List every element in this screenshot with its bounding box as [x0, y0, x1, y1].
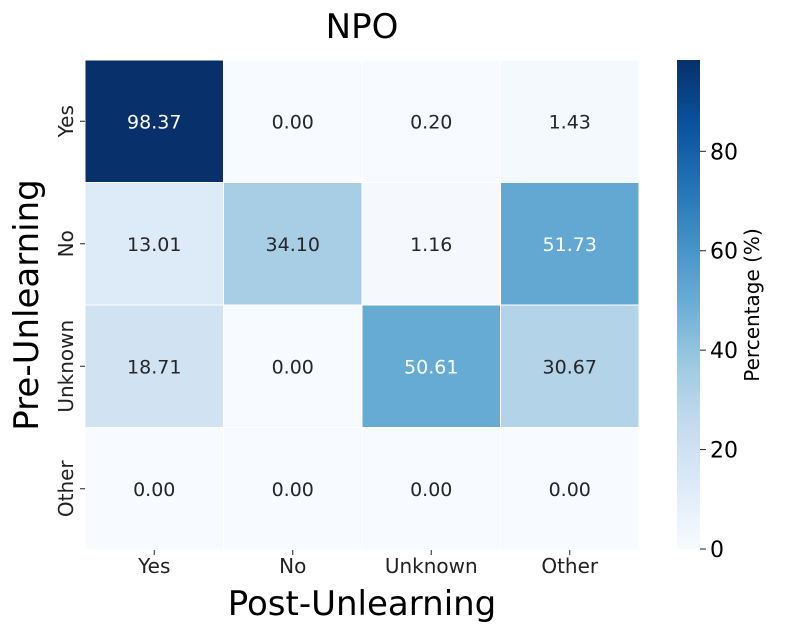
- y-tick-label: Unknown: [54, 320, 78, 413]
- y-tick-label: Yes: [54, 105, 78, 138]
- cell-value-label: 30.67: [543, 356, 597, 378]
- colorbar-tick-label: 40: [710, 339, 738, 364]
- x-tick-label: Yes: [137, 554, 170, 578]
- heatmap-cell: [361, 427, 501, 551]
- cell-value-label: 1.16: [410, 234, 452, 256]
- x-tick-label: Other: [541, 554, 599, 578]
- cell-value-label: 13.01: [127, 234, 181, 256]
- cell-value-label: 51.73: [543, 234, 597, 256]
- y-tick-label: No: [54, 230, 78, 257]
- cell-value-label: 0.00: [549, 479, 591, 501]
- cell-value-label: 1.43: [549, 111, 591, 133]
- heatmap-cell: [361, 59, 501, 183]
- colorbar-tick-label: 80: [710, 140, 738, 165]
- x-tick-labels: Yes No Unknown Other: [137, 550, 599, 578]
- heatmap-cell: [500, 304, 640, 428]
- cell-value-label: 18.71: [127, 356, 181, 378]
- heatmap-cells: 98.37 0.00 0.20 1.43 13.01 34.10 1.16 51.73 18.7…: [84, 59, 640, 551]
- cell-value-label: 0.00: [410, 479, 452, 501]
- cell-value-label: 0.20: [410, 111, 452, 133]
- cell-value-label: 98.37: [127, 111, 181, 133]
- colorbar-tick-label: 60: [710, 240, 738, 265]
- colorbar-tick-label: 20: [710, 439, 738, 464]
- heatmap-cell: [223, 59, 363, 183]
- cell-value-label: 0.00: [272, 111, 314, 133]
- cell-value-label: 0.00: [133, 479, 175, 501]
- heatmap-cell: [223, 304, 363, 428]
- x-tick-label: No: [279, 554, 306, 578]
- cell-value-label: 0.00: [272, 356, 314, 378]
- colorbar-ticks: 0 20 40 60 80: [700, 140, 738, 563]
- y-tick-labels: Yes No Unknown Other: [54, 105, 85, 517]
- heatmap-cell: [500, 427, 640, 551]
- x-tick-label: Unknown: [385, 554, 478, 578]
- colorbar-tick-label: 0: [710, 538, 724, 563]
- y-axis-label: Pre-Unlearning: [7, 179, 47, 430]
- heatmap-cell: [84, 59, 224, 183]
- heatmap-cell: [500, 182, 640, 306]
- colorbar-label: Percentage (%): [740, 228, 764, 381]
- chart-title: NPO: [326, 7, 399, 47]
- heatmap-cell: [223, 427, 363, 551]
- heatmap-cell: [84, 182, 224, 306]
- y-tick-label: Other: [54, 460, 78, 518]
- cell-value-label: 50.61: [404, 356, 458, 378]
- heatmap-cell: [223, 182, 363, 306]
- heatmap-cell: [500, 59, 640, 183]
- heatmap-cell: [84, 427, 224, 551]
- cell-value-label: 34.10: [266, 234, 320, 256]
- x-axis-label: Post-Unlearning: [228, 584, 497, 624]
- cell-value-label: 0.00: [272, 479, 314, 501]
- colorbar: [677, 60, 700, 549]
